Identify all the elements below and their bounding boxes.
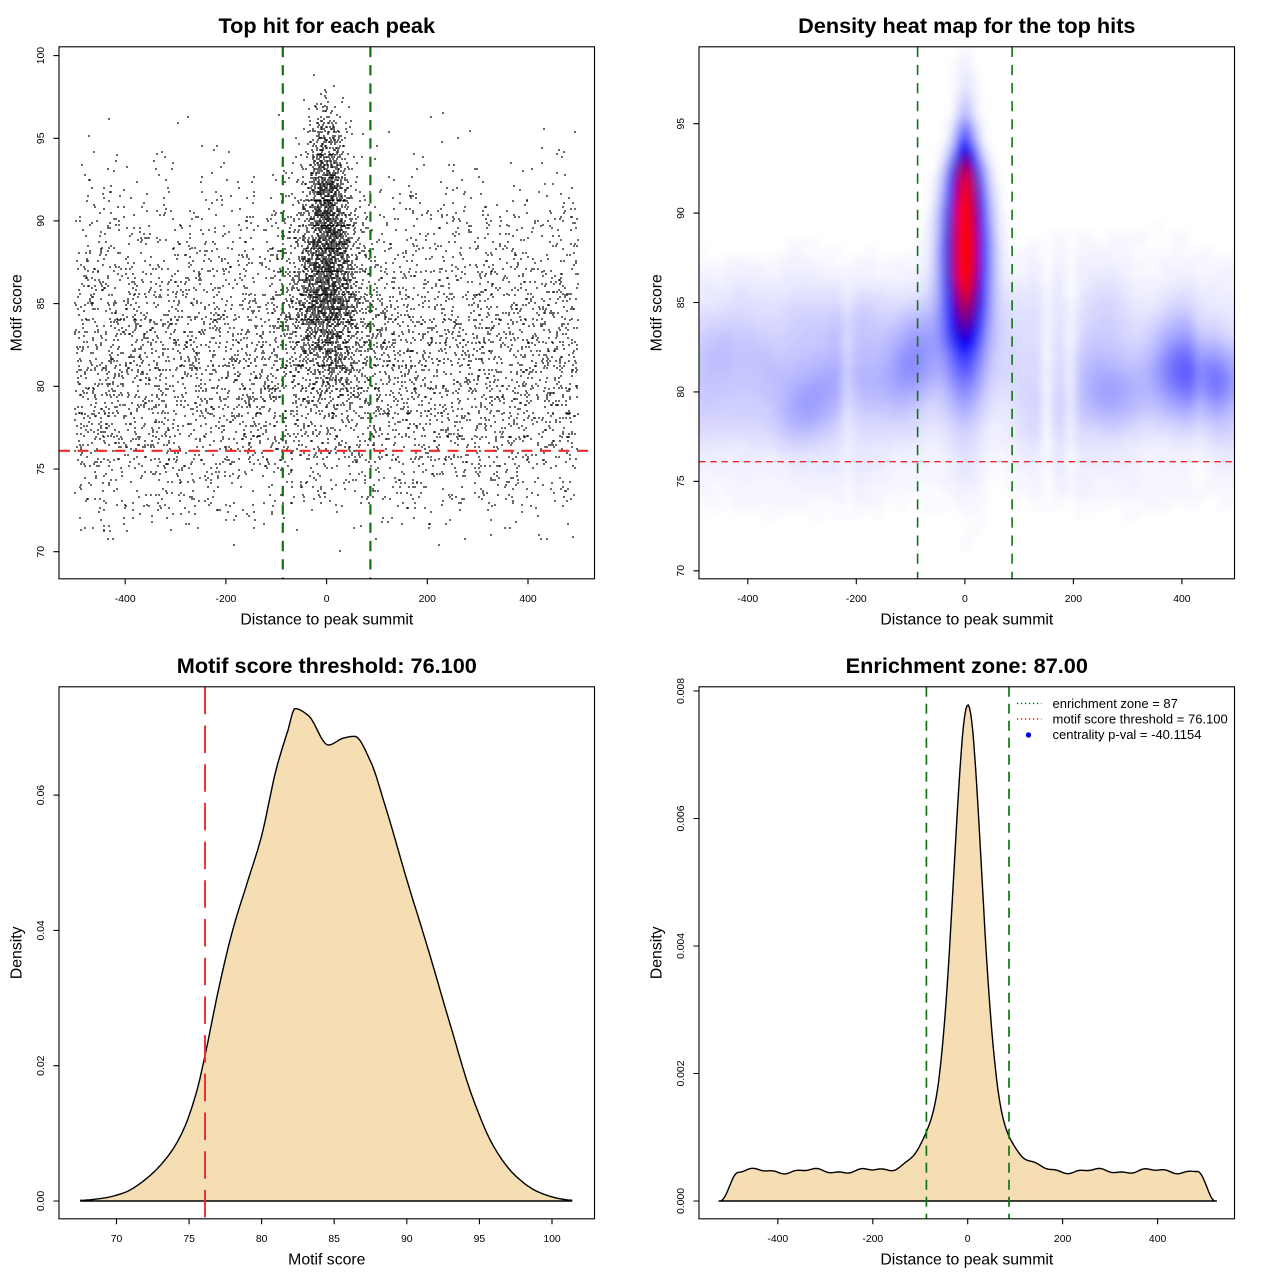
svg-text:Density heat map for the top h: Density heat map for the top hits — [798, 13, 1135, 38]
svg-text:Motif score: Motif score — [9, 274, 26, 351]
svg-text:0.008: 0.008 — [676, 678, 687, 704]
svg-text:0: 0 — [965, 1234, 971, 1245]
svg-text:75: 75 — [183, 1234, 195, 1245]
svg-text:Motif score: Motif score — [288, 1252, 365, 1269]
svg-text:400: 400 — [519, 594, 537, 605]
svg-text:-400: -400 — [737, 594, 758, 605]
svg-text:-400: -400 — [767, 1234, 788, 1245]
svg-text:0.02: 0.02 — [36, 1055, 47, 1075]
svg-text:200: 200 — [1054, 1234, 1072, 1245]
svg-text:0.006: 0.006 — [676, 805, 687, 831]
svg-text:100: 100 — [543, 1234, 561, 1245]
svg-text:-400: -400 — [115, 594, 136, 605]
svg-text:90: 90 — [36, 215, 47, 227]
svg-text:Top hit for each peak: Top hit for each peak — [219, 13, 436, 38]
svg-text:-200: -200 — [846, 594, 867, 605]
svg-text:0: 0 — [962, 594, 968, 605]
svg-text:Distance to peak summit: Distance to peak summit — [880, 1252, 1054, 1269]
svg-text:400: 400 — [1173, 594, 1191, 605]
svg-text:70: 70 — [36, 546, 47, 558]
svg-text:0.00: 0.00 — [36, 1191, 47, 1211]
svg-text:Distance to peak summit: Distance to peak summit — [240, 612, 414, 629]
svg-text:95: 95 — [36, 132, 47, 144]
svg-text:85: 85 — [36, 298, 47, 310]
svg-text:Enrichment zone: 87.00: Enrichment zone: 87.00 — [846, 653, 1088, 678]
svg-text:100: 100 — [36, 47, 47, 65]
svg-text:0.002: 0.002 — [676, 1060, 687, 1086]
svg-text:400: 400 — [1149, 1234, 1167, 1245]
svg-text:85: 85 — [676, 297, 687, 309]
svg-text:70: 70 — [676, 565, 687, 577]
svg-text:Density: Density — [9, 926, 26, 979]
svg-text:centrality p-val = -40.1154: centrality p-val = -40.1154 — [1053, 727, 1202, 742]
svg-text:motif score threshold = 76.100: motif score threshold = 76.100 — [1053, 711, 1228, 726]
svg-text:0.004: 0.004 — [676, 933, 687, 959]
svg-text:80: 80 — [256, 1234, 268, 1245]
svg-text:Distance to peak summit: Distance to peak summit — [880, 612, 1054, 629]
svg-text:0.000: 0.000 — [676, 1188, 687, 1214]
svg-text:-200: -200 — [216, 594, 237, 605]
svg-text:80: 80 — [36, 380, 47, 392]
svg-text:95: 95 — [474, 1234, 486, 1245]
svg-text:200: 200 — [419, 594, 437, 605]
svg-text:90: 90 — [401, 1234, 413, 1245]
svg-text:95: 95 — [676, 118, 687, 130]
svg-text:75: 75 — [676, 475, 687, 487]
svg-text:200: 200 — [1065, 594, 1083, 605]
svg-text:enrichment zone = 87: enrichment zone = 87 — [1053, 696, 1178, 711]
svg-text:0.06: 0.06 — [36, 785, 47, 805]
svg-text:Motif score threshold: 76.100: Motif score threshold: 76.100 — [177, 653, 477, 678]
svg-text:Density: Density — [649, 926, 666, 979]
svg-text:85: 85 — [328, 1234, 340, 1245]
svg-text:90: 90 — [676, 207, 687, 219]
svg-text:75: 75 — [36, 463, 47, 475]
svg-text:0: 0 — [324, 594, 330, 605]
svg-text:0.04: 0.04 — [36, 920, 47, 940]
svg-text:80: 80 — [676, 386, 687, 398]
svg-text:Motif score: Motif score — [649, 274, 666, 351]
svg-text:-200: -200 — [862, 1234, 883, 1245]
svg-text:70: 70 — [111, 1234, 123, 1245]
